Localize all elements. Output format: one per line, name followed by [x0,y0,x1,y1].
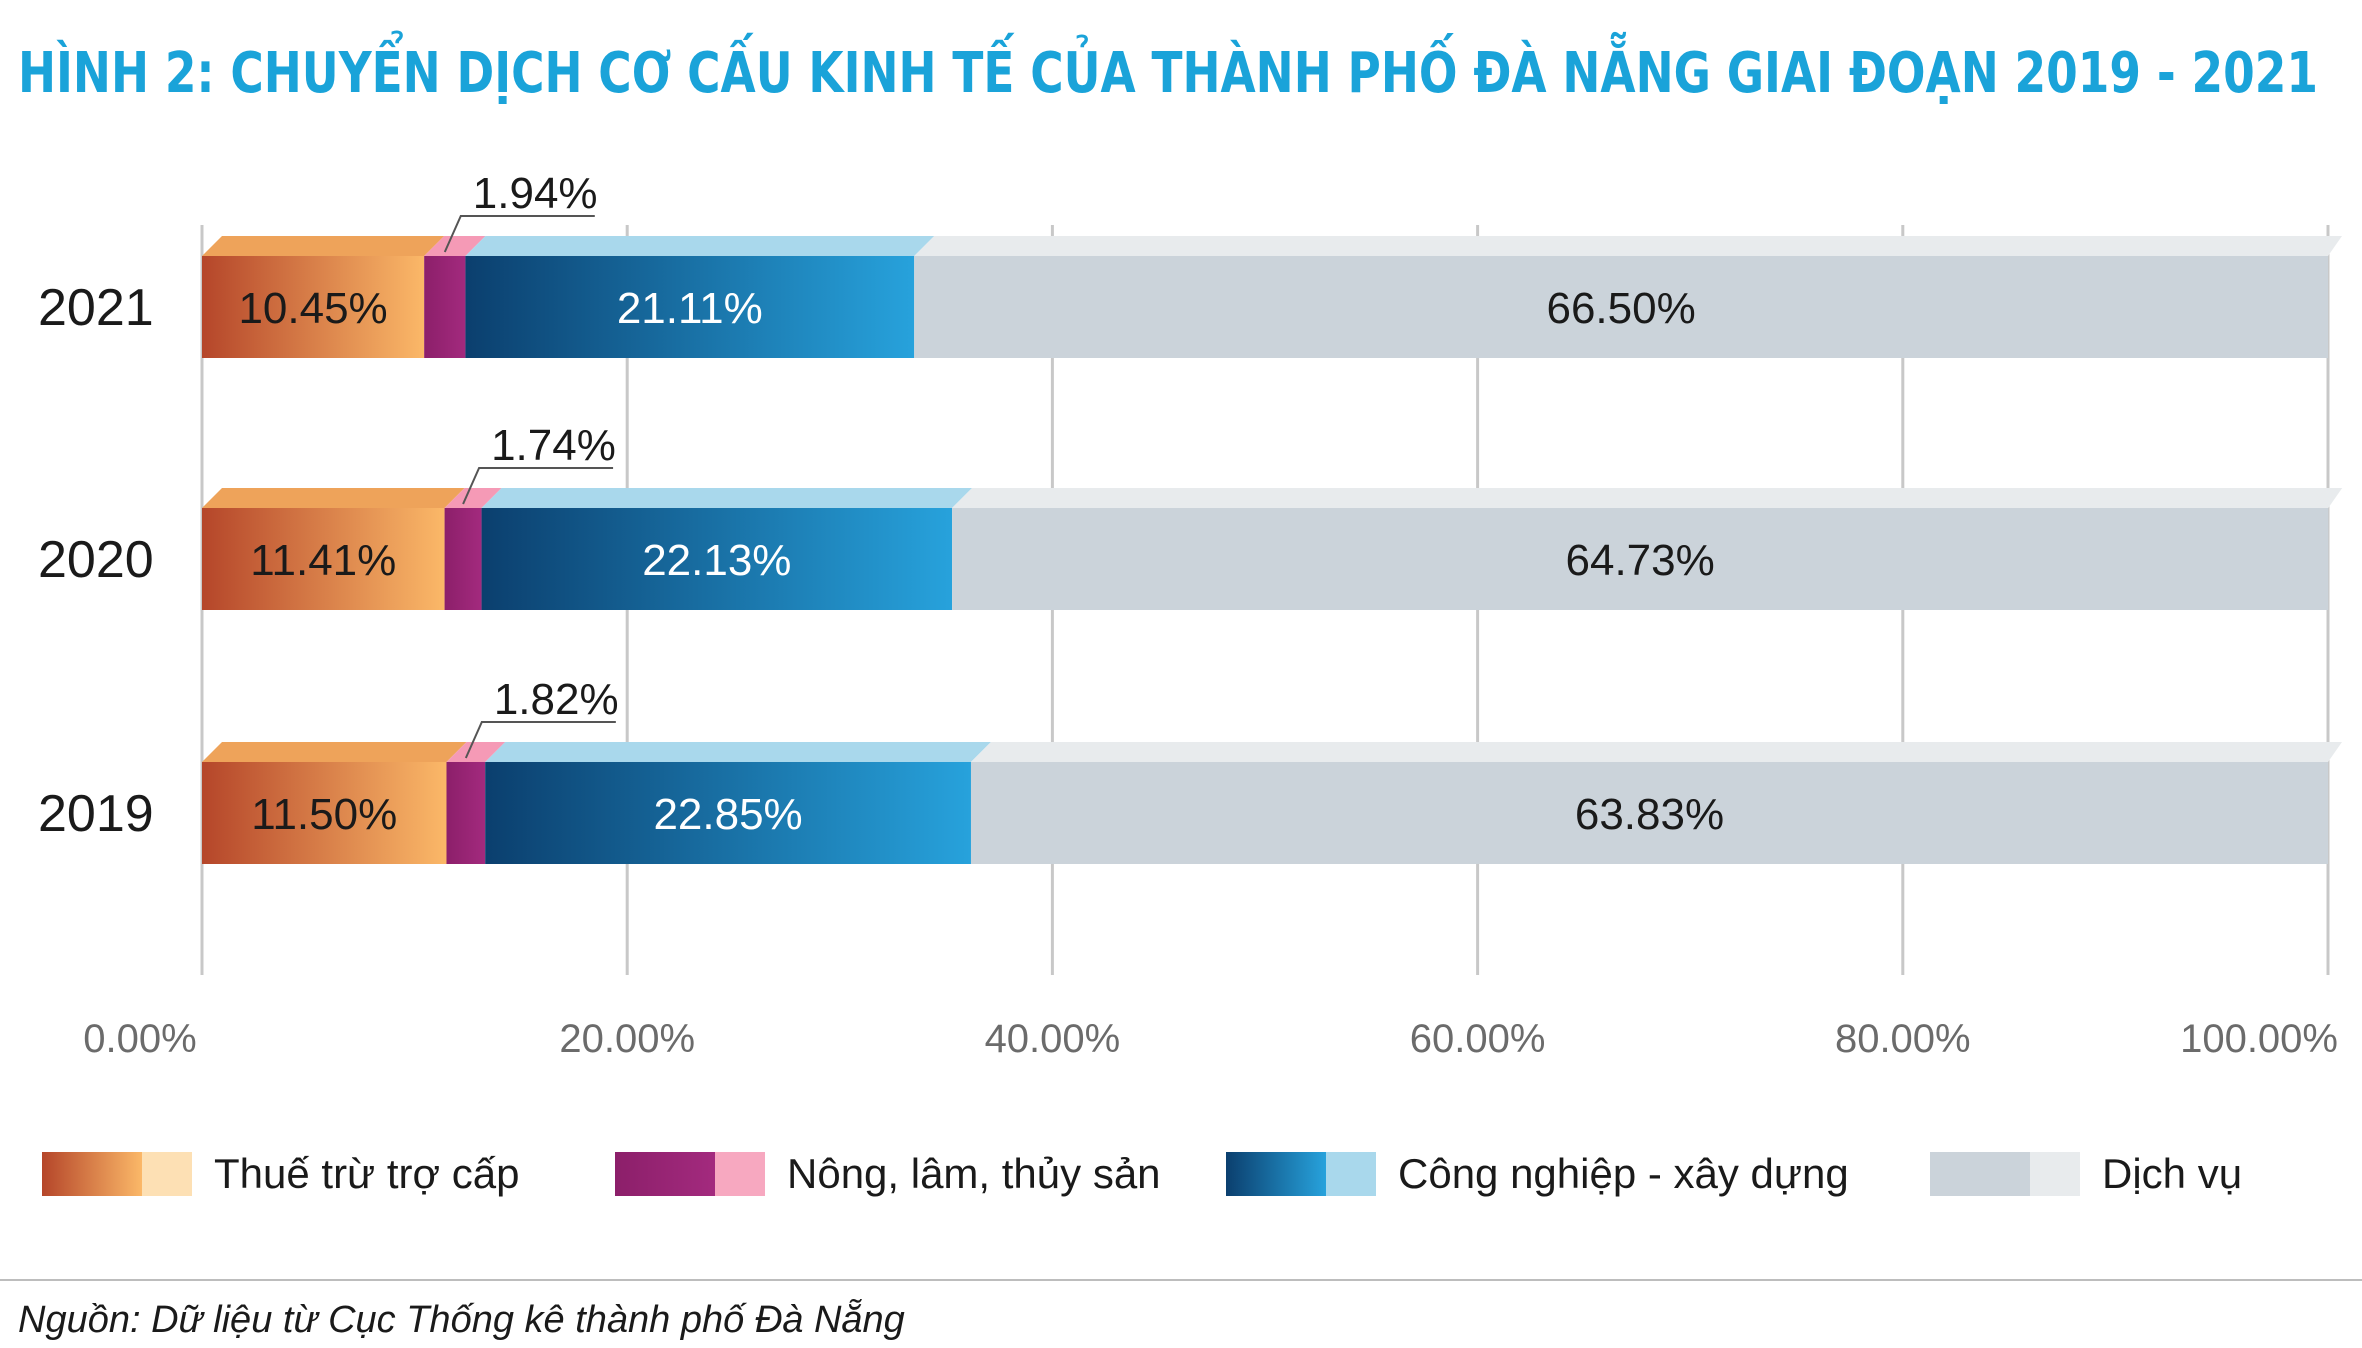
y-tick-label: 2020 [38,531,154,589]
legend-swatch-side [1326,1152,1376,1196]
x-tick-label: 100.00% [2180,1017,2338,1061]
bar-segment [914,256,2329,358]
legend-item: Thuế trừ trợ cấp [42,1150,519,1197]
legend-swatch [42,1152,142,1196]
bar-top-face [446,742,506,762]
bar-top-face [914,236,2343,256]
bar-segment [202,508,445,610]
data-label: 64.73% [1566,536,1715,585]
data-label: 1.82% [494,675,619,724]
bar-top-face [444,488,502,508]
bar-segment [446,762,486,864]
legend-item: Dịch vụ [1930,1150,2242,1197]
legend-swatch-side [2030,1152,2080,1196]
x-tick-label: 80.00% [1835,1017,1971,1061]
x-tick-label: 60.00% [1410,1017,1546,1061]
bar-top-face [202,488,465,508]
x-axis: 0.00% 20.00% 40.00% 60.00% 80.00% 100.00% [83,1017,2338,1061]
leader-line [462,467,614,505]
source-note: Nguồn: Dữ liệu từ Cục Thống kê thành phố… [18,1298,905,1341]
data-label: 63.83% [1575,790,1724,839]
bar-segment [202,762,447,864]
bar-segment [485,762,971,864]
legend-label: Công nghiệp - xây dựng [1398,1150,1849,1197]
legend-item: Công nghiệp - xây dựng [1226,1150,1849,1197]
bar-top-face [970,742,2343,762]
bar-top-face [952,488,2343,508]
legend-swatch-side [715,1152,765,1196]
bar-top-face [202,236,445,256]
x-tick-label: 0.00% [83,1017,196,1061]
bar-segment [970,762,2329,864]
legend-item: Nông, lâm, thủy sản [615,1150,1161,1197]
data-label: 22.13% [642,536,791,585]
bar-top-face [465,236,935,256]
bars: 2021 10.45% 1.94% 21.11% 66.50% 2020 11.41% 1.7… [38,169,2343,864]
data-label: 21.11% [617,284,763,333]
legend-label: Thuế trừ trợ cấp [214,1150,519,1197]
legend-swatch [1226,1152,1326,1196]
bar-top-face [202,742,467,762]
bar-segment [481,508,953,610]
legend-label: Nông, lâm, thủy sản [787,1150,1161,1197]
bar-segment [952,508,2329,610]
y-tick-label: 2019 [38,785,154,843]
legend-swatch [615,1152,715,1196]
x-tick-label: 40.00% [985,1017,1121,1061]
x-tick-label: 20.00% [559,1017,695,1061]
data-label: 10.45% [238,284,387,333]
data-label: 66.50% [1546,284,1695,333]
data-label: 1.94% [473,169,598,218]
leader-line [464,721,616,759]
bar-segment [202,256,425,358]
legend-swatch-side [142,1152,192,1196]
bar-segment [465,256,915,358]
chart-title: HÌNH 2: CHUYỂN DỊCH CƠ CẤU KINH TẾ CỦA T… [18,32,2318,106]
bar-top-face [424,236,486,256]
y-tick-label: 2021 [38,279,154,337]
bar-top-face [481,488,973,508]
legend: Thuế trừ trợ cấp Nông, lâm, thủy sản Công … [42,1150,2242,1197]
data-label: 1.74% [491,421,616,470]
leader-line [443,215,595,253]
data-label: 22.85% [653,790,802,839]
legend-label: Dịch vụ [2102,1150,2242,1197]
data-label: 11.41% [250,536,396,585]
bar-top-face [485,742,991,762]
bar-segment [444,508,482,610]
legend-swatch [1930,1152,2030,1196]
data-label: 11.50% [251,790,397,839]
bar-segment [424,256,466,358]
